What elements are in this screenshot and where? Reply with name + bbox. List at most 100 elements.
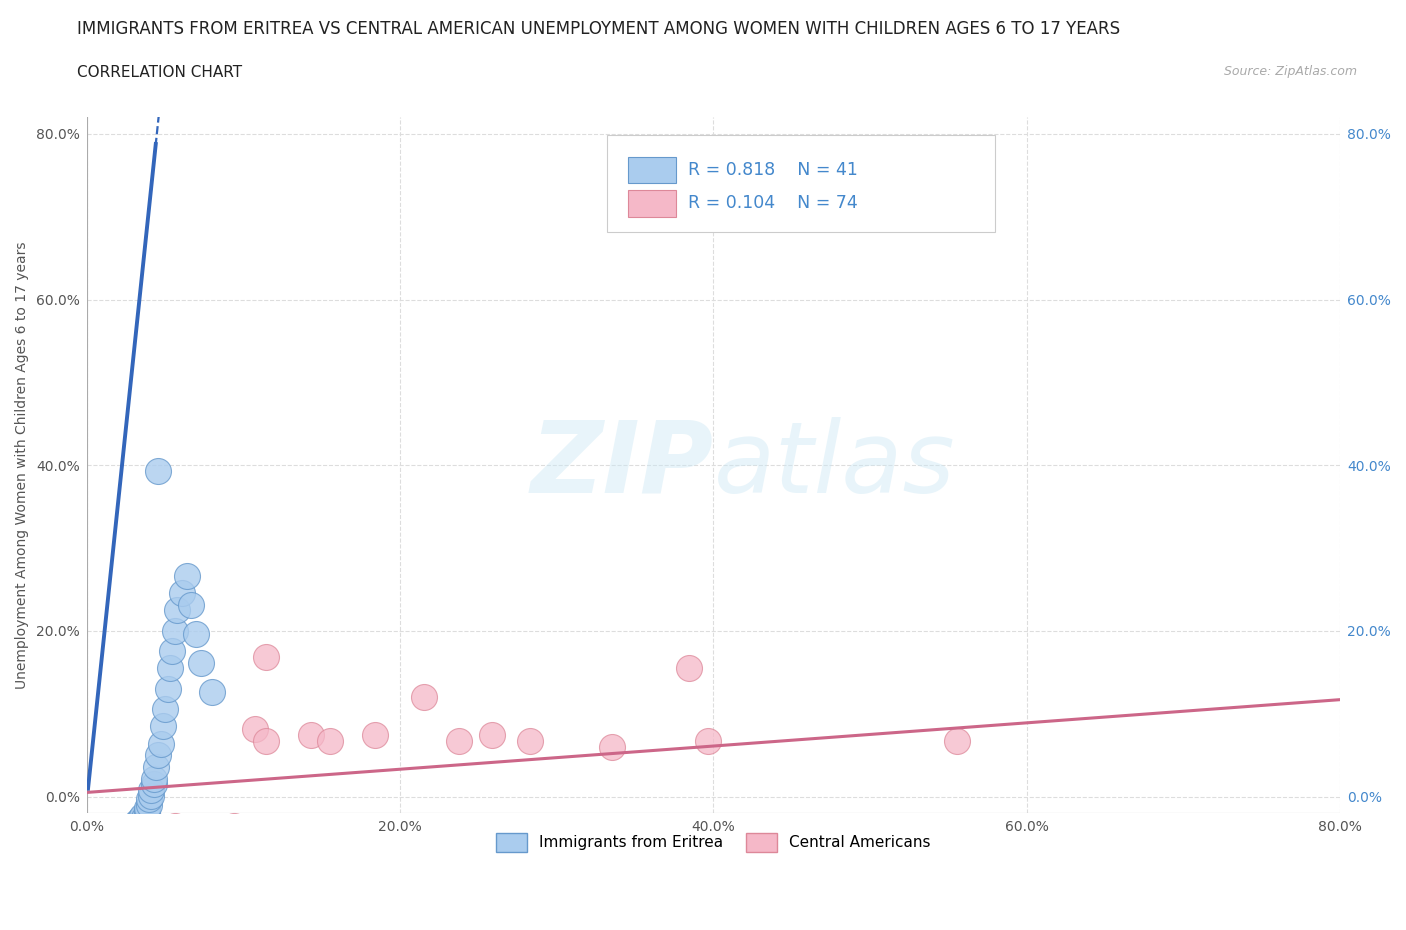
Point: [91, 781, 114, 796]
Point: [188, 781, 211, 796]
Point: [98, 777, 121, 791]
Point: [79, 782, 101, 797]
Point: [93, 774, 115, 789]
Point: [80, 779, 103, 794]
Point: [98, 607, 121, 622]
Point: [159, 636, 181, 651]
Point: [499, 781, 522, 796]
Point: [90, 731, 112, 746]
Point: [87, 779, 110, 794]
Point: [256, 781, 278, 796]
FancyBboxPatch shape: [628, 156, 676, 183]
Point: [83, 777, 105, 791]
Point: [104, 524, 127, 538]
Point: [79, 777, 101, 791]
Point: [1267, 781, 1289, 796]
Point: [107, 466, 129, 481]
Text: atlas: atlas: [713, 417, 955, 513]
Point: [174, 781, 197, 796]
Point: [145, 774, 167, 789]
Point: [89, 744, 111, 759]
Point: [271, 591, 294, 605]
Point: [80, 774, 103, 789]
Point: [678, 781, 700, 796]
Point: [197, 644, 219, 659]
Point: [581, 781, 603, 796]
Point: [94, 673, 117, 688]
Point: [96, 781, 118, 796]
Point: [122, 779, 145, 794]
Point: [350, 777, 373, 791]
Text: Source: ZipAtlas.com: Source: ZipAtlas.com: [1223, 65, 1357, 78]
Point: [316, 644, 339, 659]
Point: [97, 631, 120, 646]
FancyBboxPatch shape: [607, 135, 995, 232]
Point: [368, 781, 391, 796]
Point: [461, 653, 484, 668]
Point: [239, 644, 262, 659]
Point: [111, 779, 134, 794]
Point: [79, 781, 101, 796]
Point: [87, 748, 110, 763]
Point: [537, 777, 560, 791]
Text: ZIP: ZIP: [530, 417, 713, 513]
Point: [120, 781, 142, 796]
Point: [1204, 723, 1226, 737]
Point: [166, 532, 188, 547]
Point: [627, 653, 650, 668]
Point: [77, 781, 100, 796]
Point: [105, 774, 128, 789]
Point: [110, 441, 132, 456]
Point: [93, 690, 115, 705]
Text: CORRELATION CHART: CORRELATION CHART: [77, 65, 242, 80]
Point: [295, 653, 318, 668]
Point: [83, 766, 105, 781]
Point: [796, 782, 818, 797]
Point: [82, 782, 104, 797]
Point: [96, 657, 118, 671]
Point: [274, 777, 297, 791]
Point: [132, 777, 155, 791]
Point: [186, 777, 208, 791]
Text: R = 0.818    N = 41: R = 0.818 N = 41: [689, 161, 858, 179]
Point: [1118, 723, 1140, 737]
Point: [87, 756, 110, 771]
Point: [82, 771, 104, 786]
Point: [640, 781, 662, 796]
Point: [790, 781, 813, 796]
Point: [80, 779, 103, 794]
Point: [103, 549, 125, 564]
Point: [214, 777, 236, 791]
Point: [138, 779, 160, 794]
Point: [91, 706, 114, 721]
Point: [82, 764, 104, 779]
Point: [90, 723, 112, 737]
Point: [89, 736, 111, 751]
Point: [120, 499, 142, 514]
Point: [83, 760, 105, 775]
Point: [1173, 782, 1195, 797]
Y-axis label: Unemployment Among Women with Children Ages 6 to 17 years: Unemployment Among Women with Children A…: [15, 242, 30, 689]
Point: [94, 779, 117, 794]
Point: [77, 785, 100, 800]
Point: [83, 773, 105, 788]
Point: [80, 768, 103, 783]
Point: [342, 653, 364, 668]
Text: R = 0.104    N = 74: R = 0.104 N = 74: [689, 194, 858, 212]
Point: [396, 660, 419, 675]
Point: [208, 653, 231, 668]
Point: [225, 782, 247, 797]
Point: [427, 781, 450, 796]
Text: IMMIGRANTS FROM ERITREA VS CENTRAL AMERICAN UNEMPLOYMENT AMONG WOMEN WITH CHILDR: IMMIGRANTS FROM ERITREA VS CENTRAL AMERI…: [77, 20, 1121, 38]
Point: [256, 782, 278, 797]
Point: [240, 781, 263, 796]
Point: [90, 777, 112, 791]
Point: [79, 773, 101, 788]
Point: [82, 777, 104, 791]
Point: [150, 781, 173, 796]
Point: [198, 781, 221, 796]
Point: [117, 458, 139, 472]
Point: [108, 781, 131, 796]
FancyBboxPatch shape: [628, 190, 676, 217]
Point: [855, 781, 877, 796]
